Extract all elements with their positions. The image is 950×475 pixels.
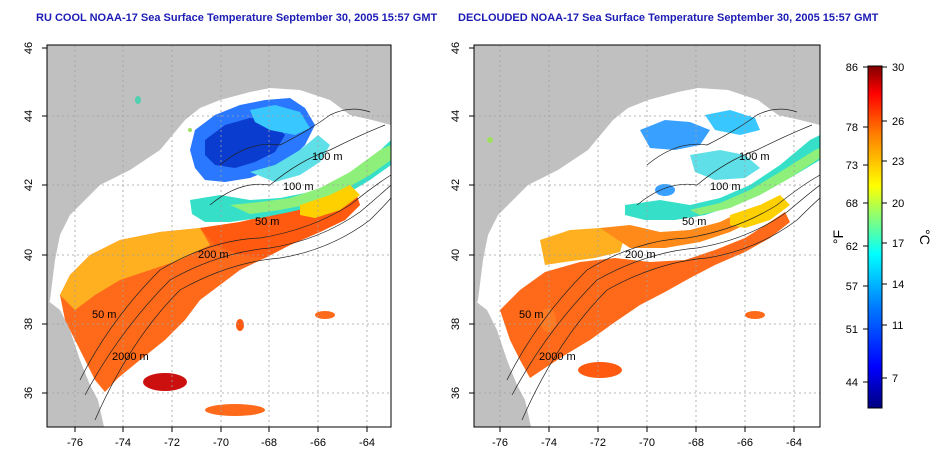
right-x-label: -64 — [786, 437, 802, 449]
celsius-unit-label: °C — [917, 229, 933, 245]
left-contour-label-f: 2000 m — [112, 351, 149, 363]
right-x-label: -68 — [688, 437, 704, 449]
left-land-south — [47, 300, 104, 427]
right-x-axis-labels: -76 -74 -72 -70 -68 -66 -64 — [492, 437, 802, 449]
right-contour-label-c: 50 m — [682, 216, 706, 228]
left-y-axis-labels: 46 44 42 40 38 36 — [23, 42, 35, 399]
right-contour-label-f: 2000 m — [539, 351, 576, 363]
left-contour-label-b: 100 m — [283, 181, 314, 193]
left-x-label: -70 — [213, 437, 229, 449]
right-x-label: -72 — [590, 437, 606, 449]
left-contour-label-c: 50 m — [255, 216, 279, 228]
right-land-north — [474, 45, 820, 310]
left-x-label: -76 — [67, 437, 83, 449]
fahrenheit-tick: 62 — [846, 241, 858, 253]
celsius-tick: 26 — [892, 116, 904, 128]
left-x-label: -68 — [261, 437, 277, 449]
right-sst-warm — [500, 212, 790, 378]
left-y-label: 44 — [23, 110, 35, 122]
left-sst-mid — [190, 140, 391, 222]
left-map-frame — [46, 44, 392, 428]
right-panel-title: DECLOUDED NOAA-17 Sea Surface Temperatur… — [458, 12, 879, 24]
colorbar-celsius-labels: 30 26 23 20 17 14 11 7 — [892, 62, 904, 385]
colorbar-fahrenheit-labels: 86 78 73 68 62 57 51 44 — [846, 62, 858, 389]
right-contour-label-d: 200 m — [625, 249, 656, 261]
right-y-label: 46 — [450, 42, 462, 54]
celsius-tick: 30 — [892, 62, 904, 74]
right-contour-label-e: 50 m — [519, 309, 543, 321]
right-x-label: -66 — [737, 437, 753, 449]
fahrenheit-tick: 78 — [846, 122, 858, 134]
right-y-axis-labels: 46 44 42 40 38 36 — [450, 42, 462, 399]
right-x-label: -76 — [492, 437, 508, 449]
left-x-axis-labels: -76 -74 -72 -70 -68 -66 -64 — [67, 437, 375, 449]
left-x-label: -74 — [115, 437, 131, 449]
right-contour-label-b: 100 m — [710, 181, 741, 193]
celsius-tick: 20 — [892, 198, 904, 210]
left-panel-title: RU COOL NOAA-17 Sea Surface Temperature … — [36, 12, 438, 24]
left-y-label: 36 — [23, 387, 35, 399]
fahrenheit-tick: 68 — [846, 198, 858, 210]
celsius-tick: 7 — [892, 373, 898, 385]
left-x-label: -66 — [310, 437, 326, 449]
left-y-label: 40 — [23, 249, 35, 261]
right-contour-label-a: 100 m — [739, 151, 770, 163]
left-contour-labels: 100 m 100 m 50 m 200 m 50 m 2000 m — [92, 151, 343, 363]
left-land-north — [47, 45, 391, 310]
right-y-label: 38 — [450, 318, 462, 330]
right-y-label: 44 — [450, 110, 462, 122]
colorbar-gradient — [867, 65, 883, 409]
left-contour-label-e: 50 m — [92, 309, 116, 321]
right-contour-labels: 100 m 100 m 50 m 200 m 50 m 2000 m — [519, 151, 770, 363]
celsius-tick: 17 — [892, 238, 904, 250]
celsius-tick: 23 — [892, 156, 904, 168]
left-map: 100 m 100 m 50 m 200 m 50 m 2000 m -76 -… — [23, 42, 392, 449]
right-y-label: 40 — [450, 249, 462, 261]
left-y-label: 46 — [23, 42, 35, 54]
celsius-tick: 11 — [892, 320, 903, 332]
fahrenheit-unit-label: °F — [830, 230, 846, 244]
left-contour-label-d: 200 m — [198, 249, 229, 261]
fahrenheit-tick: 44 — [846, 377, 858, 389]
left-y-label: 42 — [23, 179, 35, 191]
right-y-label: 36 — [450, 387, 462, 399]
fahrenheit-tick: 73 — [846, 160, 858, 172]
fahrenheit-tick: 51 — [846, 324, 858, 336]
left-y-label: 38 — [23, 318, 35, 330]
temperature-colorbar: 86 78 73 68 62 57 51 44 30 26 23 20 17 1… — [830, 62, 933, 409]
fahrenheit-tick: 57 — [846, 281, 858, 293]
fahrenheit-tick: 86 — [846, 62, 858, 74]
right-x-label: -74 — [541, 437, 557, 449]
right-map: 100 m 100 m 50 m 200 m 50 m 2000 m -76 -… — [450, 42, 821, 449]
right-sst-cold — [640, 120, 710, 150]
celsius-tick: 14 — [892, 279, 904, 291]
right-y-label: 42 — [450, 179, 462, 191]
left-x-label: -64 — [359, 437, 375, 449]
left-x-label: -72 — [164, 437, 180, 449]
right-x-label: -70 — [639, 437, 655, 449]
left-contour-label-a: 100 m — [312, 151, 343, 163]
right-land-south — [474, 300, 531, 427]
